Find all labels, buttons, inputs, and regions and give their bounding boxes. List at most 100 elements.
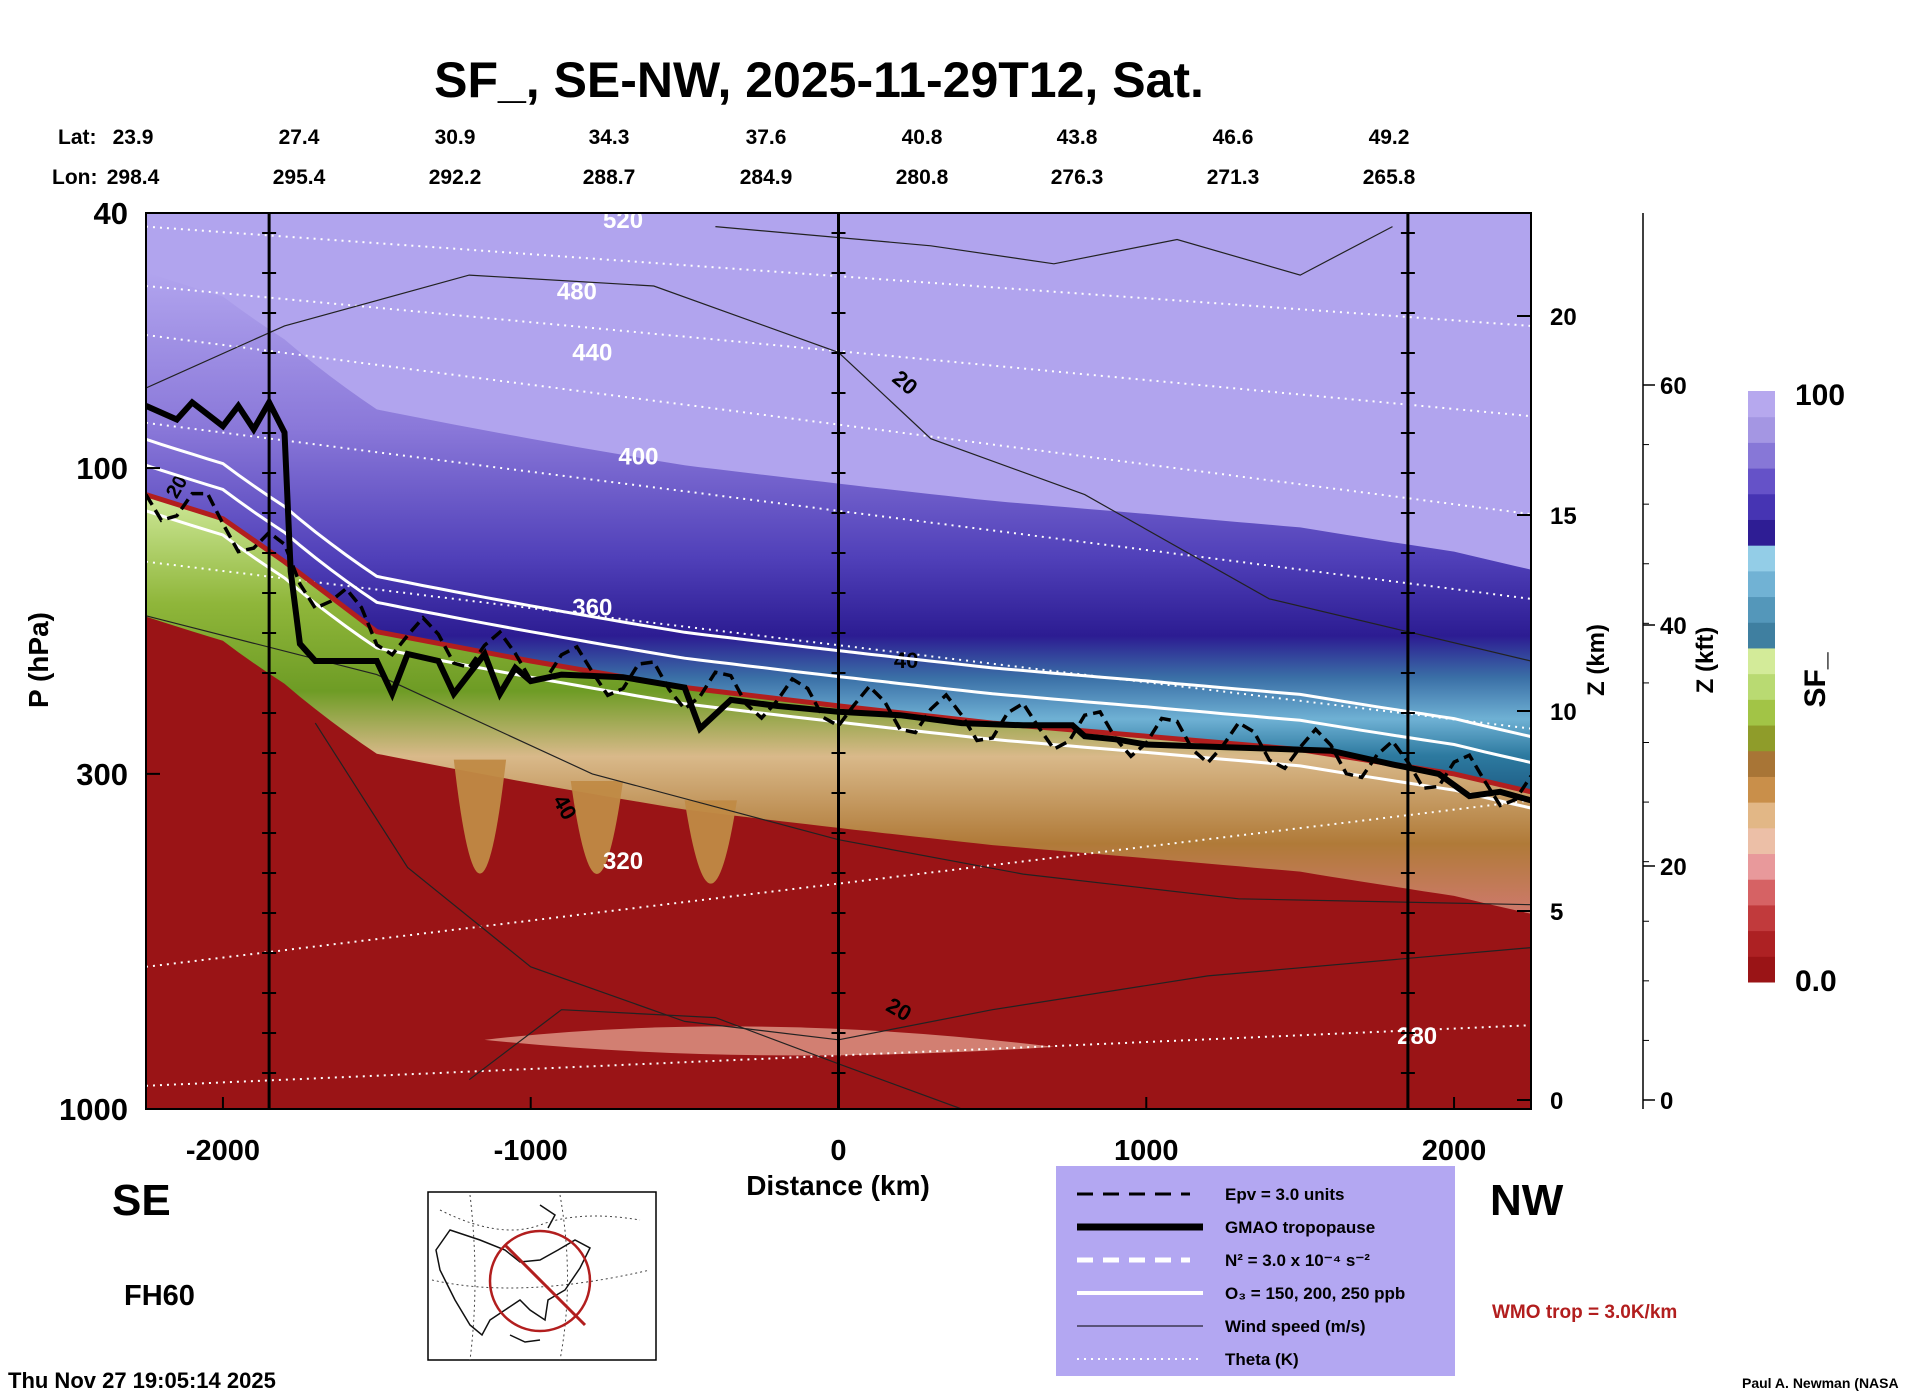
colorbar-swatch — [1748, 776, 1775, 803]
y-axis: 40 100 300 1000 — [59, 196, 160, 1127]
colorbar-label: SF_ — [1799, 652, 1832, 707]
colorbar-swatch — [1748, 802, 1775, 829]
theta-label-440: 440 — [572, 339, 612, 366]
z-kft-tick-label: 0 — [1660, 1088, 1673, 1115]
x-axis-label: Distance (km) — [746, 1170, 930, 1201]
theta-contour-440 — [146, 334, 1531, 516]
colorbar-swatch — [1748, 904, 1775, 932]
inset-map — [427, 1191, 657, 1361]
lon-value: 276.3 — [1051, 166, 1104, 189]
z-kft-axis-label: Z (kft) — [1692, 627, 1719, 694]
lat-lon-labels: 23.9 298.4 27.4 295.4 30.9 292.2 34.3 288.7 37.6… — [107, 126, 1416, 189]
lon-value: 295.4 — [273, 166, 326, 189]
field-intrusions — [453, 759, 1054, 1056]
lon-value: 271.3 — [1207, 166, 1260, 189]
colorbar-swatch — [1748, 647, 1775, 675]
lat-value: 46.6 — [1213, 126, 1254, 149]
colorbar-swatch — [1748, 570, 1775, 598]
theta-label-400: 400 — [618, 444, 658, 471]
y-axis-label: P (hPa) — [23, 612, 54, 708]
colorbar — [1748, 391, 1775, 983]
x-tick-label: -1000 — [494, 1135, 568, 1167]
colorbar-swatch — [1748, 416, 1775, 443]
legend-gmao-label: GMAO tropopause — [1225, 1218, 1375, 1237]
colorbar-swatch — [1748, 827, 1775, 855]
colorbar-swatch — [1748, 442, 1775, 469]
y-tick-label: 300 — [76, 757, 128, 792]
x-tick-label: 1000 — [1114, 1135, 1179, 1167]
credit: Paul A. Newman (NASA — [1742, 1375, 1899, 1391]
wmo-tropopause-line — [146, 492, 1531, 795]
colorbar-swatch — [1748, 725, 1775, 752]
x-axis: -2000 -1000 0 1000 2000 — [186, 1097, 1486, 1167]
lon-value: 265.8 — [1363, 166, 1416, 189]
x-tick-label: -2000 — [186, 1135, 260, 1167]
z-km-tick-label: 0 — [1550, 1088, 1563, 1115]
lat-value: 23.9 — [113, 126, 154, 149]
lat-value: 37.6 — [746, 126, 787, 149]
lon-value: 292.2 — [429, 166, 482, 189]
colorbar-swatch — [1748, 545, 1775, 572]
lat-lon-marker-lines — [262, 213, 1415, 1109]
gmao-tropopause-line — [146, 396, 1531, 804]
z-kft-axis: 0 20 40 60 — [1642, 213, 1687, 1115]
x-tick-label: 2000 — [1422, 1135, 1487, 1167]
theta-label-280: 280 — [1397, 1023, 1437, 1050]
theta-contour-400 — [146, 421, 1531, 600]
wind-contour-3 — [314, 722, 1531, 1041]
y-tick-label: 100 — [76, 451, 128, 486]
theta-contour-480 — [146, 285, 1531, 418]
legend-n2-label: N² = 3.0 x 10⁻⁴ s⁻² — [1225, 1251, 1370, 1270]
colorbar-swatch — [1748, 493, 1775, 520]
colorbar-swatch — [1748, 853, 1775, 880]
z-kft-tick-label: 20 — [1660, 854, 1687, 881]
legend-theta-label: Theta (K) — [1225, 1350, 1299, 1369]
lat-value: 27.4 — [279, 126, 320, 149]
wind-contour-4 — [468, 1009, 962, 1109]
theta-contour-360 — [146, 560, 1531, 730]
z-kft-tick-label: 60 — [1660, 373, 1687, 400]
colorbar-swatch — [1748, 622, 1775, 649]
legend-wind-label: Wind speed (m/s) — [1225, 1317, 1366, 1336]
se-direction-label: SE — [112, 1176, 171, 1225]
z-km-tick-label: 15 — [1550, 503, 1577, 530]
colorbar-swatch — [1748, 391, 1775, 418]
z-kft-tick-label: 40 — [1660, 613, 1687, 640]
lat-label: Lat: — [58, 126, 97, 149]
colorbar-swatch — [1748, 596, 1775, 623]
x-tick-label: 0 — [830, 1135, 846, 1167]
z-km-tick-label: 20 — [1550, 304, 1577, 331]
theta-contour-320 — [146, 799, 1531, 968]
epv-contour — [146, 491, 1531, 808]
colorbar-min-label: 0.0 — [1795, 965, 1837, 998]
colorbar-swatch — [1748, 519, 1775, 546]
timestamp: Thu Nov 27 19:05:14 2025 — [8, 1368, 276, 1393]
field-intrusion-2 — [570, 781, 624, 874]
lat-value: 43.8 — [1057, 126, 1098, 149]
colorbar-swatch — [1748, 468, 1775, 495]
lon-value: 284.9 — [740, 166, 793, 189]
theta-label-520: 520 — [603, 207, 643, 234]
wind-contour-5 — [715, 226, 1393, 276]
lat-value: 49.2 — [1369, 126, 1410, 149]
domain-circle — [488, 1229, 592, 1333]
field-intrusion-1 — [453, 759, 507, 874]
colorbar-swatch — [1748, 930, 1775, 957]
lon-label: Lon: — [52, 166, 97, 189]
legend-epv-label: Epv = 3.0 units — [1225, 1185, 1345, 1204]
legend: Epv = 3.0 units GMAO tropopause N² = 3.0… — [1056, 1166, 1455, 1376]
colorbar-swatch — [1748, 750, 1775, 777]
y-tick-label: 40 — [94, 196, 128, 231]
colorbar-swatch — [1748, 956, 1775, 983]
legend-box — [1056, 1166, 1455, 1376]
lat-value: 40.8 — [902, 126, 943, 149]
cross-section-line — [503, 1243, 587, 1327]
colorbar-swatch — [1748, 879, 1775, 906]
field-intrusion-3 — [684, 800, 737, 884]
lon-value: 288.7 — [583, 166, 636, 189]
colorbar-max-label: 100 — [1795, 379, 1845, 412]
z-km-tick-label: 5 — [1550, 899, 1563, 926]
y-tick-label: 1000 — [59, 1092, 128, 1127]
